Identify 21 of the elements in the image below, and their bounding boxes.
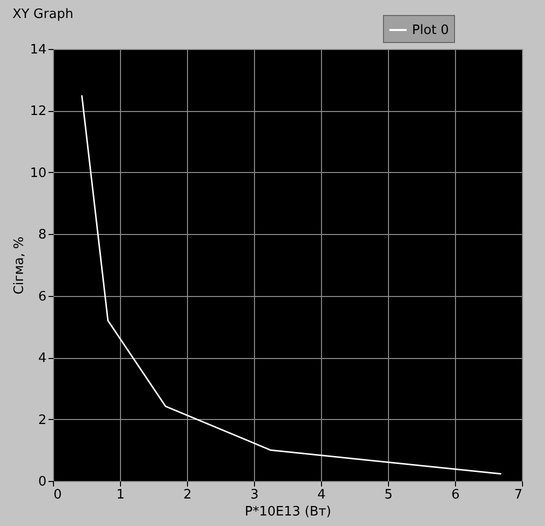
x-tick-label: 3 bbox=[250, 488, 259, 502]
x-tick-label: 0 bbox=[54, 488, 62, 502]
x-axis-title: P*10E13 (Вт) bbox=[244, 504, 332, 520]
chart-title: XY Graph bbox=[12, 7, 74, 22]
x-tick-label: 6 bbox=[451, 488, 460, 502]
y-tick-label: 8 bbox=[38, 228, 46, 243]
y-tick-label: 0 bbox=[38, 474, 46, 490]
y-tick-label: 6 bbox=[38, 289, 46, 304]
y-axis-title: Сігма, % bbox=[12, 236, 27, 294]
line-series bbox=[81, 94, 502, 475]
y-tick-label: 4 bbox=[38, 351, 46, 366]
x-tick-label: 7 bbox=[514, 488, 522, 502]
y-tick-label: 10 bbox=[30, 166, 46, 181]
y-tick-label: 2 bbox=[38, 412, 46, 428]
x-tick-label: 4 bbox=[317, 488, 326, 502]
y-tick-label: 14 bbox=[30, 42, 46, 58]
x-tick-label: 5 bbox=[384, 488, 393, 502]
y-tick-label: 12 bbox=[30, 104, 46, 120]
x-tick-label: 2 bbox=[183, 488, 192, 502]
legend-label: Plot 0 bbox=[412, 23, 449, 38]
x-tick-label: 1 bbox=[116, 488, 125, 502]
